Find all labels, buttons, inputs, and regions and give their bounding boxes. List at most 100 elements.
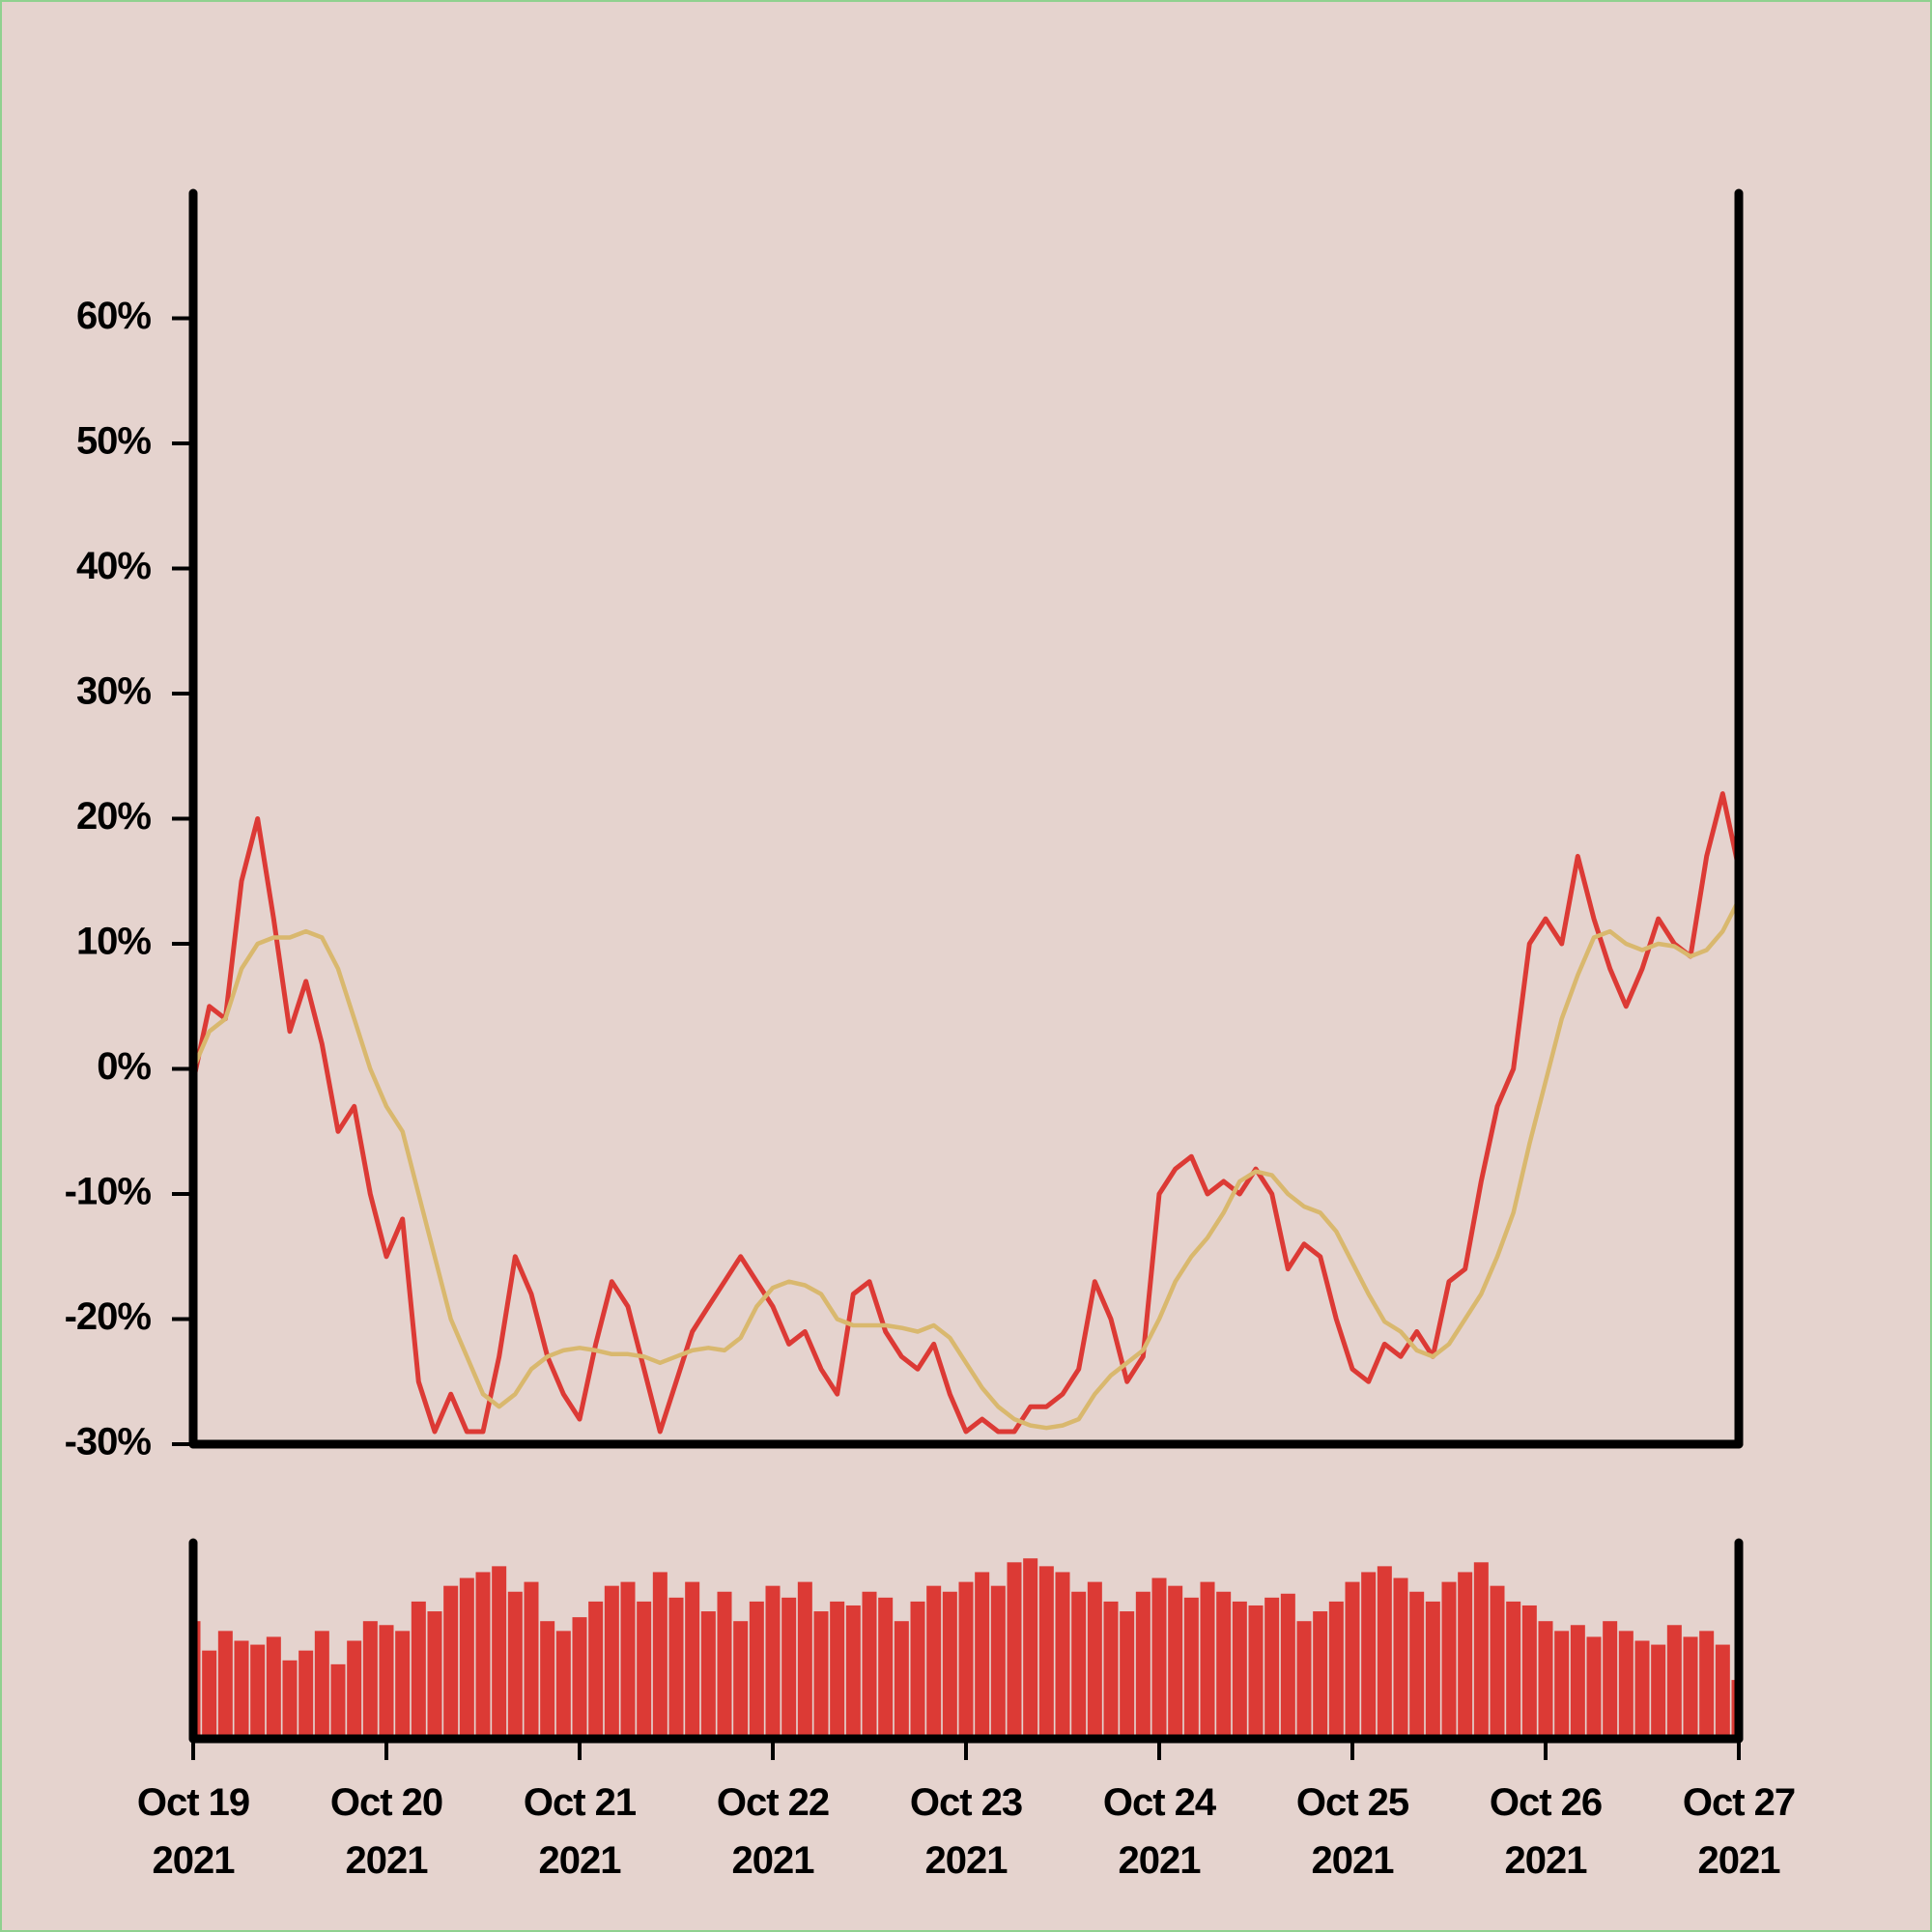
volume-bar (749, 1601, 764, 1739)
volume-bar (604, 1585, 619, 1739)
volume-bar (1634, 1640, 1650, 1739)
volume-bar (1135, 1591, 1151, 1739)
x-tick-label: Oct 20 2021 (329, 1781, 443, 1882)
volume-bar (1666, 1625, 1682, 1739)
x-tick-label: Oct 24 2021 (1102, 1781, 1216, 1882)
volume-bar (1570, 1625, 1585, 1739)
volume-bar (1651, 1644, 1666, 1739)
volume-bar (362, 1621, 378, 1739)
volume-bar (894, 1621, 909, 1739)
x-tick-label: Oct 22 2021 (716, 1781, 830, 1882)
volume-bar (234, 1640, 249, 1739)
volume-bar (1345, 1581, 1360, 1739)
volume-bar (1699, 1631, 1715, 1739)
volume-bar (1393, 1577, 1408, 1739)
volume-bar (765, 1585, 781, 1739)
volume-bar (830, 1601, 845, 1739)
volume-bar (588, 1601, 604, 1739)
y-tick-label: -10% (65, 1171, 152, 1213)
volume-bar (637, 1601, 652, 1739)
y-tick-label: 30% (76, 670, 151, 713)
volume-bar (1120, 1611, 1135, 1739)
volume-bar (668, 1597, 684, 1739)
volume-bar (652, 1572, 668, 1739)
volume-bar (1296, 1621, 1312, 1739)
volume-bar (1603, 1621, 1618, 1739)
volume-bar (958, 1581, 974, 1739)
volume-bar (845, 1605, 861, 1739)
volume-bar (411, 1601, 426, 1739)
volume-bar (1506, 1601, 1521, 1739)
x-tick-label: Oct 23 2021 (909, 1781, 1023, 1882)
volume-bar (492, 1566, 507, 1739)
volume-bar (1409, 1591, 1425, 1739)
volume-bar (1232, 1601, 1247, 1739)
volume-bar (1586, 1636, 1602, 1739)
volume-bar (1425, 1601, 1440, 1739)
y-tick-label: 10% (76, 921, 151, 963)
volume-bar (282, 1660, 298, 1739)
volume-bar (298, 1650, 314, 1739)
volume-bar (1377, 1566, 1392, 1739)
volume-bar (1490, 1585, 1505, 1739)
volume-bar (1023, 1558, 1038, 1739)
line (190, 898, 1741, 1431)
x-tick-label: Oct 25 2021 (1295, 1781, 1409, 1882)
volume-bar (1458, 1572, 1473, 1739)
volume-bar (878, 1597, 894, 1739)
volume-bar (781, 1597, 797, 1739)
volume-bar (540, 1621, 555, 1739)
volume-bar (1328, 1601, 1344, 1739)
volume-bar (475, 1572, 491, 1739)
volume-bar (524, 1581, 539, 1739)
volume-bar (862, 1591, 877, 1739)
y-tick-label: 50% (76, 420, 151, 463)
line (190, 791, 1742, 1435)
volume-bar (1618, 1631, 1634, 1739)
volume-bar (1715, 1644, 1730, 1739)
volume-bar (1216, 1591, 1232, 1739)
volume-bar (314, 1631, 329, 1739)
volume-bar (1521, 1605, 1537, 1739)
volume-bar (507, 1591, 523, 1739)
volume-bar (926, 1585, 942, 1739)
volume-bar (250, 1644, 266, 1739)
volume-bar (572, 1617, 587, 1739)
volume-bar (427, 1611, 442, 1739)
volume-bar (1151, 1577, 1167, 1739)
y-tick-label: 0% (97, 1045, 151, 1088)
volume-bar (1538, 1621, 1553, 1739)
x-tick-label: Oct 26 2021 (1489, 1781, 1603, 1882)
volume-bar (620, 1581, 636, 1739)
volume-bar (685, 1581, 700, 1739)
volume-bar (1200, 1581, 1215, 1739)
volume-bar (942, 1591, 957, 1739)
volume-bar (1087, 1581, 1102, 1739)
y-tick-label: -20% (65, 1295, 152, 1338)
volume-bar (1183, 1597, 1199, 1739)
volume-bar (733, 1621, 749, 1739)
volume-bar (1168, 1585, 1183, 1739)
volume-bar (717, 1591, 732, 1739)
volume-bar (1313, 1611, 1328, 1739)
volume-bar (395, 1631, 411, 1739)
x-tick-label: Oct 21 2021 (523, 1781, 637, 1882)
volume-bar (1103, 1601, 1119, 1739)
volume-bar (555, 1631, 571, 1739)
volume-bar (797, 1581, 812, 1739)
y-tick-label: 60% (76, 295, 151, 337)
volume-bar (1683, 1636, 1698, 1739)
volume-bar (975, 1572, 990, 1739)
volume-bar (379, 1625, 394, 1739)
volume-bar (813, 1611, 829, 1739)
volume-bar (1038, 1566, 1054, 1739)
x-tick-label: Oct 27 2021 (1682, 1781, 1796, 1882)
volume-bar (459, 1577, 474, 1739)
volume-bar (202, 1650, 217, 1739)
volume-bar (1248, 1605, 1264, 1739)
volume-bar (1441, 1581, 1457, 1739)
volume-bar (1264, 1597, 1280, 1739)
